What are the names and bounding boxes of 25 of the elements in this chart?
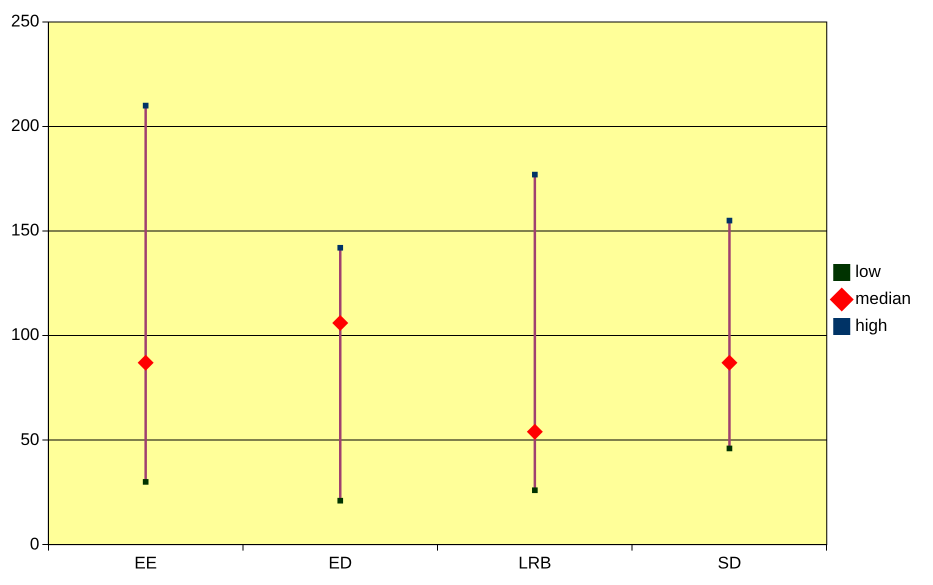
point [142, 479, 148, 485]
point [142, 102, 148, 108]
x-tick-label: LRB [518, 553, 552, 572]
x-tick-label: ED [328, 553, 352, 572]
x-tick-label: SD [718, 553, 742, 572]
y-tick-label: 50 [20, 430, 40, 449]
point [726, 446, 732, 452]
point [526, 424, 543, 440]
legend-label: median [855, 289, 912, 308]
y-tick-label: 200 [10, 116, 40, 136]
point [721, 354, 738, 371]
legend-label: high [855, 316, 888, 336]
point [332, 315, 348, 332]
y-tick-label: 0 [30, 534, 40, 554]
point [337, 498, 344, 504]
x-tick-label: EE [134, 553, 158, 572]
point [138, 354, 154, 371]
y-tick-label: 150 [10, 220, 40, 240]
legend-label: low [855, 262, 882, 282]
point [532, 172, 538, 178]
y-tick-label: 100 [10, 325, 40, 344]
point [726, 218, 732, 224]
point [337, 244, 344, 251]
point [532, 487, 538, 494]
y-tick-label: 250 [10, 12, 40, 31]
